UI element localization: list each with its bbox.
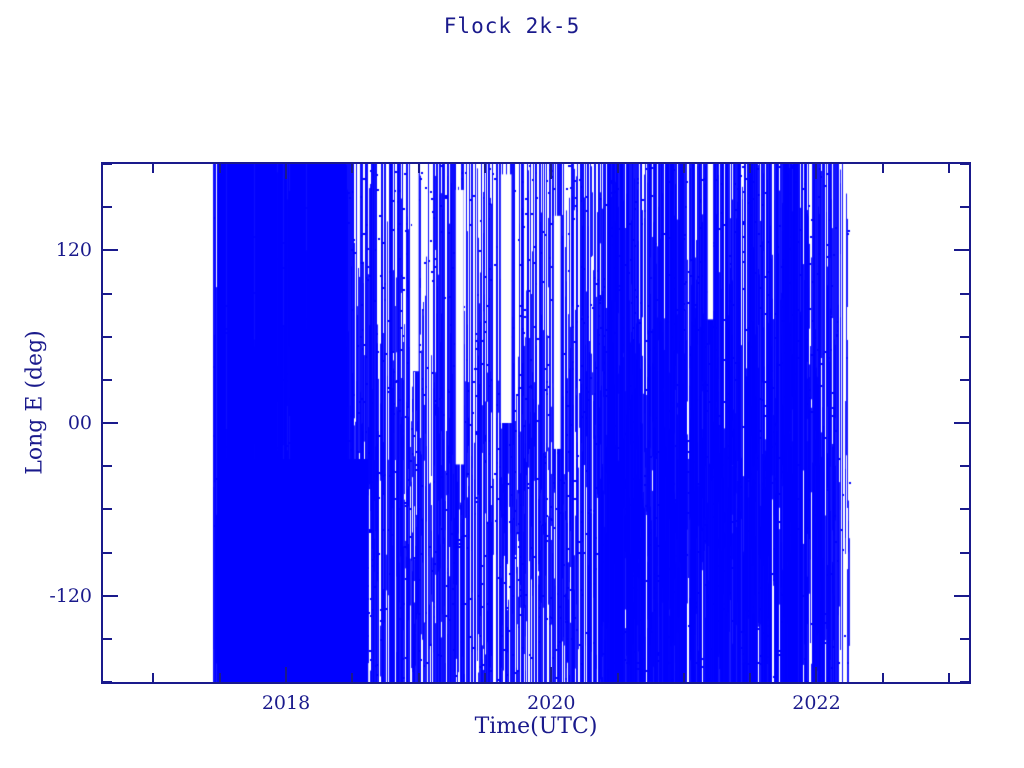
x-tick [218,673,221,682]
x-tick [881,673,884,682]
x-axis-title: Time(UTC) [474,714,598,739]
y-tick-right [954,249,969,252]
y-tick-right [960,378,969,381]
y-tick [103,551,112,554]
x-tick [152,673,155,682]
x-tick-top [881,164,884,173]
y-tick-right [960,681,969,682]
y-tick [103,637,112,640]
x-tick-top [815,164,818,179]
y-tick-label: -120 [49,584,92,607]
y-tick-right [954,422,969,424]
x-tick-top [948,164,951,173]
y-tick [103,335,112,338]
x-tick-top [152,164,155,173]
x-tick-label: 2022 [792,692,841,714]
x-tick [285,667,287,682]
x-tick [815,667,818,682]
y-tick-right [960,206,969,209]
y-tick-right [960,292,969,295]
x-tick-top [483,164,486,173]
x-tick-top [285,164,287,179]
y-tick-right [960,335,969,338]
y-tick [103,594,118,597]
x-tick-top [616,164,619,173]
x-tick [351,673,354,682]
y-tick [103,164,112,165]
x-tick [550,667,553,682]
x-tick-label: 2020 [527,692,576,714]
y-tick-right [960,551,969,554]
x-tick-top [351,164,354,173]
x-tick-label: 2018 [261,692,311,714]
y-tick-right [960,164,969,165]
x-tick-top [749,164,752,173]
x-tick [417,673,420,682]
x-tick [948,673,951,682]
y-tick [103,378,112,381]
plot-data-canvas [103,164,969,682]
y-axis-tick-labels: 120 00 -120 [20,162,92,684]
x-tick-top [218,164,221,173]
x-tick [682,673,685,682]
y-tick [103,681,112,682]
x-tick-top [682,164,685,173]
page-title: Flock 2k-5 [443,14,581,38]
y-tick-label: 00 [67,412,92,434]
y-tick [103,508,112,511]
y-tick [103,206,112,209]
x-tick [616,673,619,682]
plot-frame [101,162,971,684]
y-axis-title: Long E (deg) [22,330,48,475]
y-tick-label: 120 [55,239,92,262]
y-tick [103,465,112,468]
y-tick [103,422,118,424]
y-tick-right [960,465,969,468]
y-tick [103,292,112,295]
x-tick [749,673,752,682]
x-axis-tick-labels: 2018 2020 2022 [101,692,971,718]
y-tick-right [960,508,969,511]
x-tick-top [550,164,553,179]
x-tick-top [417,164,420,173]
y-tick [103,249,118,252]
y-tick-right [954,594,969,597]
x-tick [483,673,486,682]
y-tick-right [960,637,969,640]
